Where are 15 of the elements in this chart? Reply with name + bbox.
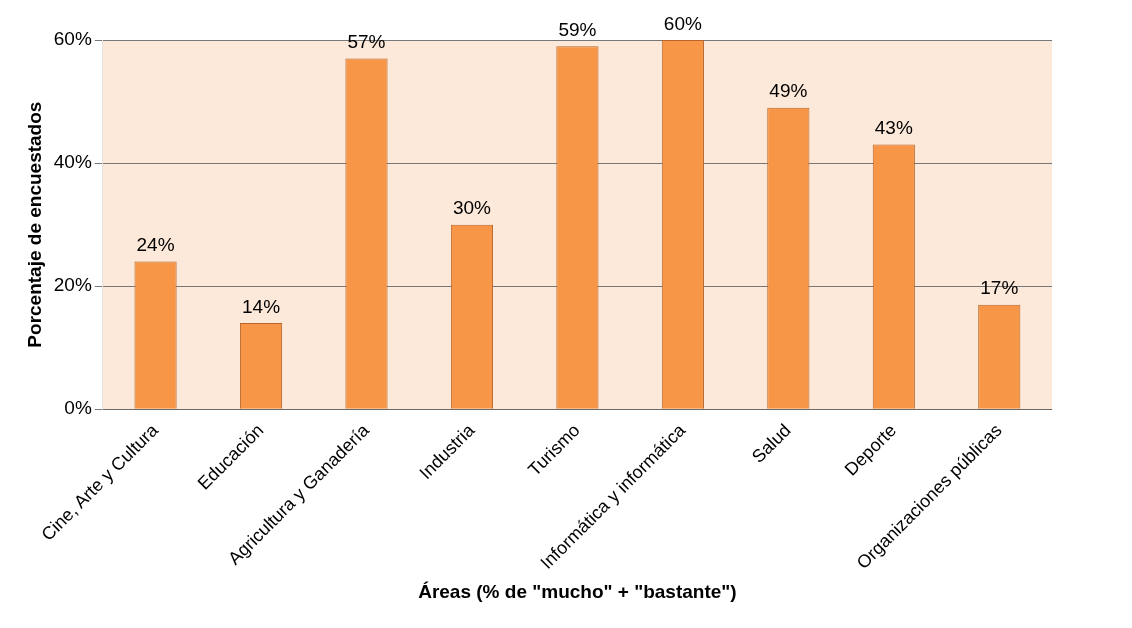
data-label: 60% xyxy=(663,12,702,34)
data-label: 59% xyxy=(558,18,597,40)
data-label: 43% xyxy=(874,117,913,139)
x-axis-title: Áreas (% de "mucho" + "bastante") xyxy=(418,580,737,602)
y-tick-label: 0% xyxy=(64,397,92,419)
data-label: 30% xyxy=(452,197,492,219)
y-tick-label: 20% xyxy=(53,274,92,296)
data-label: 17% xyxy=(980,277,1019,299)
data-label: 24% xyxy=(136,234,175,256)
data-label: 49% xyxy=(769,80,808,102)
y-tick-label: 40% xyxy=(53,151,92,173)
data-label: 57% xyxy=(347,31,386,53)
y-tick-label: 60% xyxy=(53,28,92,50)
data-label: 14% xyxy=(242,295,281,317)
y-axis-title: Porcentaje de encuestados xyxy=(23,101,45,348)
